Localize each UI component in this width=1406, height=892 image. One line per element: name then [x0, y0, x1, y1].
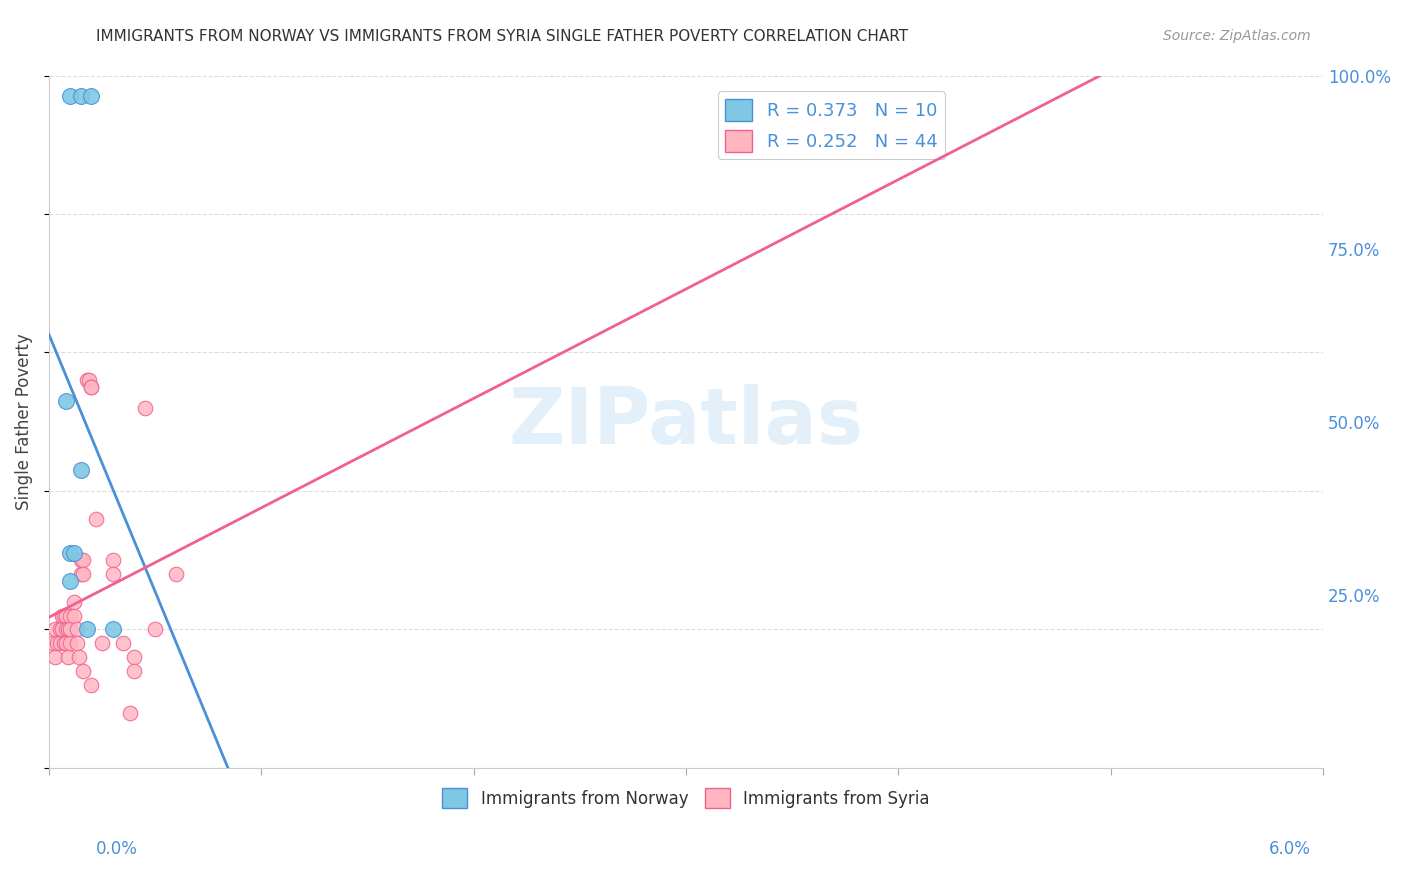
Point	[79, 373, 101, 387]
Point	[55, 608, 77, 623]
Point	[51, 623, 73, 637]
Point	[44, 650, 66, 665]
Point	[55, 636, 77, 650]
Point	[72, 567, 94, 582]
Point	[112, 636, 135, 650]
Point	[76, 373, 98, 387]
Point	[46, 636, 69, 650]
Point	[80, 380, 103, 394]
Point	[59, 636, 82, 650]
Point	[63, 546, 86, 560]
Point	[165, 567, 187, 582]
Point	[52, 636, 75, 650]
Point	[59, 89, 82, 103]
Legend: Immigrants from Norway, Immigrants from Syria: Immigrants from Norway, Immigrants from …	[436, 781, 936, 815]
Point	[55, 623, 77, 637]
Point	[69, 89, 91, 103]
Point	[122, 650, 145, 665]
Point	[48, 636, 70, 650]
Text: Source: ZipAtlas.com: Source: ZipAtlas.com	[1163, 29, 1310, 44]
Text: 0.0%: 0.0%	[96, 840, 138, 858]
Point	[59, 574, 82, 588]
Text: IMMIGRANTS FROM NORWAY VS IMMIGRANTS FROM SYRIA SINGLE FATHER POVERTY CORRELATIO: IMMIGRANTS FROM NORWAY VS IMMIGRANTS FRO…	[96, 29, 908, 45]
Point	[76, 623, 98, 637]
Point	[69, 567, 91, 582]
Point	[84, 511, 107, 525]
Text: 6.0%: 6.0%	[1268, 840, 1310, 858]
Point	[101, 553, 124, 567]
Y-axis label: Single Father Poverty: Single Father Poverty	[15, 334, 32, 510]
Point	[69, 553, 91, 567]
Point	[63, 608, 86, 623]
Point	[80, 380, 103, 394]
Text: ZIPatlas: ZIPatlas	[509, 384, 863, 459]
Point	[72, 553, 94, 567]
Point	[134, 401, 156, 415]
Point	[52, 608, 75, 623]
Point	[101, 623, 124, 637]
Point	[80, 89, 103, 103]
Point	[63, 595, 86, 609]
Point	[56, 623, 79, 637]
Point	[72, 664, 94, 678]
Point	[65, 623, 87, 637]
Point	[65, 636, 87, 650]
Point	[91, 636, 114, 650]
Point	[55, 394, 77, 409]
Point	[101, 567, 124, 582]
Point	[44, 623, 66, 637]
Point	[59, 608, 82, 623]
Point	[69, 463, 91, 477]
Point	[59, 623, 82, 637]
Point	[80, 678, 103, 692]
Point	[56, 650, 79, 665]
Point	[118, 706, 141, 720]
Point	[48, 623, 70, 637]
Point	[143, 623, 166, 637]
Point	[122, 664, 145, 678]
Point	[67, 650, 90, 665]
Point	[51, 608, 73, 623]
Point	[59, 546, 82, 560]
Point	[42, 636, 65, 650]
